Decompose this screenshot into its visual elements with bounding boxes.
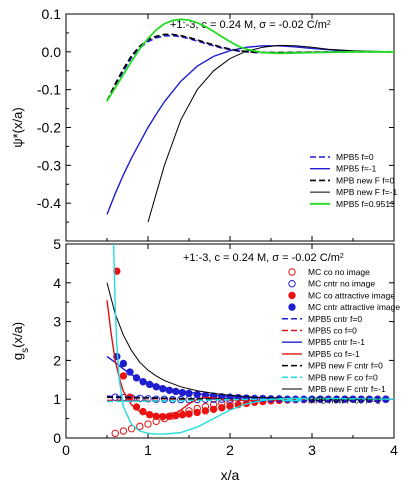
point-mc-co-attractive-image: [201, 407, 210, 415]
data-layer-top: [106, 18, 394, 223]
series-line-mpb5-f-0: [106, 34, 394, 102]
legend-label-mpb-new-f-cntr-f-0: MPB new F cntr f=0: [308, 361, 383, 371]
legend-label-mpb5-f-0: MPB5 f=0: [336, 152, 374, 162]
y-tick-label-top: 0.0: [42, 44, 62, 60]
legend-label-mpb5-f-0-9513: MPB5 f=0.9513: [336, 199, 395, 209]
point-mc-co-no-image: [119, 427, 128, 435]
y-tick-label-top: -0.1: [37, 82, 61, 98]
point-mc-cntr-no-image: [144, 395, 152, 403]
point-mc-co-attractive-image: [226, 402, 234, 410]
y-tick-label-bottom: 0: [53, 430, 61, 446]
legend-label-mpb-new-f-f-0: MPB new F f=0: [336, 175, 395, 185]
series-line-mpb-new-f-f-0: [106, 33, 394, 102]
x-axis-label: x/a: [221, 467, 240, 483]
point-mc-co-attractive-image: [193, 408, 201, 417]
point-mc-cntr-no-image: [152, 395, 160, 403]
y-tick-label-top: 0.1: [42, 6, 62, 22]
x-tick-label: 2: [226, 442, 234, 458]
series-line-mpb-new-f-co-f-1: [112, 244, 394, 435]
annotation-bottom: +1:-3, c = 0.24 M, σ = -0.02 C/m2: [183, 252, 344, 264]
point-mc-cntr-no-image: [160, 395, 169, 403]
legend-label-mpb5-co-f-1: MPB5 co f=-1: [308, 349, 360, 359]
point-mc-cntr-attractive-image: [119, 359, 128, 368]
series-line-mpb5-f-0-9513: [106, 18, 394, 102]
legend-label-mpb-new-f-co-f-1: MPB new F co f=-1: [308, 396, 381, 406]
y-tick-label-bottom: 2: [53, 352, 61, 368]
point-mc-co-attractive-image: [185, 410, 193, 418]
y-tick-label-bottom: 3: [53, 314, 61, 330]
legend-marker-mc-co-no-image: [288, 268, 296, 276]
legend-marker-mc-cntr-no-image: [288, 280, 296, 288]
point-mc-co-no-image: [127, 424, 136, 433]
y-tick-label-top: -0.2: [37, 120, 61, 136]
point-mc-cntr-attractive-image: [193, 390, 201, 399]
legend-label-mc-co-no-image: MC co no image: [308, 267, 370, 277]
legend-label-mpb-new-f-cntr-f-1: MPB new F cntr f=-1: [308, 384, 386, 394]
y-tick-label-bottom: 5: [53, 236, 61, 252]
point-mc-co-no-image: [136, 422, 144, 431]
y-tick-label-bottom: 1: [53, 391, 61, 407]
legend-label-mc-cntr-attractive-image: MC cntr attractive image: [308, 302, 400, 312]
point-mc-co-attractive-image: [209, 405, 218, 413]
y-axis-label-bottom: gs(x/a): [10, 322, 31, 360]
legend-label-mpb5-cntr-f-1: MPB5 cntr f=-1: [308, 337, 365, 347]
y-tick-label-top: -0.3: [37, 157, 61, 173]
legend-label-mc-cntr-no-image: MC cntr no image: [308, 279, 375, 289]
point-mc-co-no-image: [144, 420, 152, 428]
x-tick-label: 1: [144, 442, 152, 458]
legend-label-mpb-new-f-co-f-0: MPB new F co f=0: [308, 372, 378, 382]
series-line-mpb-new-f-f-1: [147, 44, 394, 223]
panel-bottom-gs: +1:-3, c = 0.24 M, σ = -0.02 C/m2 gs(x/a…: [10, 236, 400, 483]
x-tick-label: 3: [308, 442, 316, 458]
x-tick-label: 4: [390, 442, 398, 458]
y-tick-label-top: -0.4: [37, 195, 61, 211]
legend-label-mpb5-cntr-f-0: MPB5 cntr f=0: [308, 314, 362, 324]
point-mc-cntr-attractive-image: [185, 389, 193, 398]
legend-marker-mc-co-attractive-image: [288, 291, 296, 300]
legend-label-mpb-new-f-f-1: MPB new F f=-1: [336, 187, 397, 197]
legend-marker-mc-cntr-attractive-image: [288, 303, 296, 311]
legend-label-mpb5-f-1: MPB5 f=-1: [336, 164, 377, 174]
series-line-mpb5-co-f-1: [106, 300, 394, 417]
point-mc-co-no-image: [111, 429, 119, 438]
data-layer-bottom: [106, 244, 394, 438]
y-tick-label-bottom: 4: [53, 275, 61, 291]
y-axis-label-top: ψ*(x/a): [10, 107, 25, 147]
point-mc-co-attractive-image: [119, 372, 128, 380]
x-tick-label: 0: [62, 442, 70, 458]
legend-label-mc-co-attractive-image: MC co attractive image: [308, 290, 395, 300]
point-mc-co-attractive-image: [218, 404, 226, 412]
panel-top-psi: +1:-3, c = 0.24 M, σ = -0.02 C/m2 ψ*(x/a…: [10, 6, 397, 242]
annotation-top: +1:-3, c = 0.24 M, σ = -0.02 C/m2: [170, 19, 331, 31]
point-mc-co-attractive-image: [178, 411, 187, 419]
series-line-mpb5-f-1: [106, 45, 394, 215]
legend-label-mpb5-co-f-0: MPB5 co f=0: [308, 326, 357, 336]
